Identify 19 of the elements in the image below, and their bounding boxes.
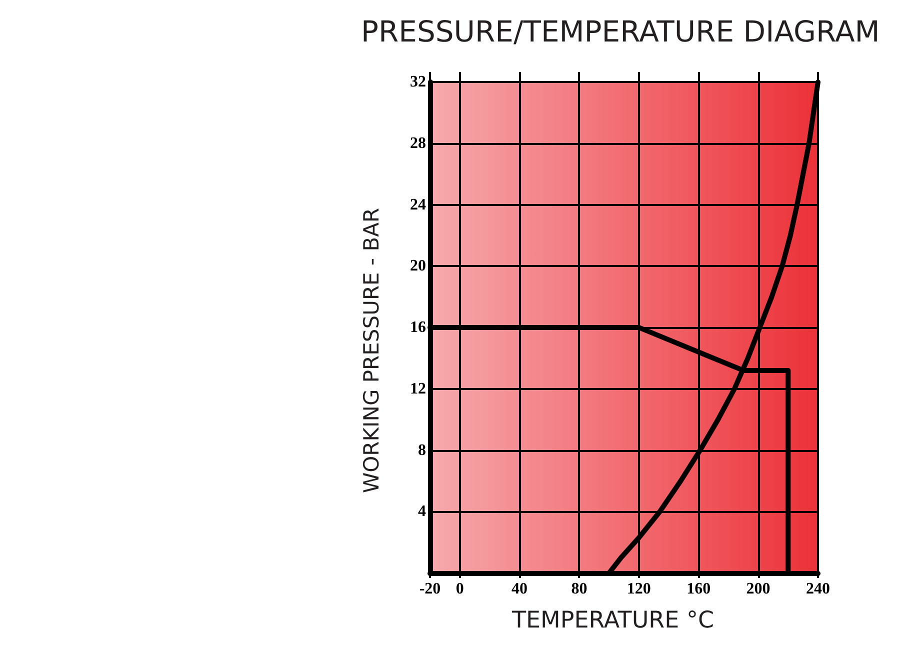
- y-tick-label: 24: [410, 196, 426, 214]
- x-tick-label: 200: [746, 580, 770, 598]
- x-tick-label: -20: [419, 580, 441, 598]
- y-tick-label: 32: [410, 74, 426, 90]
- y-tick-label: 8: [418, 442, 426, 459]
- x-axis-title: TEMPERATURE °C: [510, 608, 714, 634]
- chart-title: PRESSURE/TEMPERATURE DIAGRAM: [361, 14, 880, 48]
- x-tick-label: 240: [806, 580, 830, 598]
- y-tick-label: 4: [418, 503, 426, 520]
- y-tick-label: 16: [410, 319, 426, 336]
- x-tick-label: 80: [571, 580, 588, 598]
- x-tick-label: 120: [626, 580, 651, 598]
- y-tick-label: 28: [410, 134, 426, 152]
- x-tick-label: 40: [512, 580, 528, 598]
- x-tick-label: 0: [456, 580, 464, 598]
- y-tick-label: 20: [410, 258, 426, 275]
- y-tick-label: 12: [410, 380, 426, 398]
- y-axis-title: WORKING PRESSURE - BAR: [360, 208, 384, 494]
- x-tick-label: 160: [686, 580, 711, 598]
